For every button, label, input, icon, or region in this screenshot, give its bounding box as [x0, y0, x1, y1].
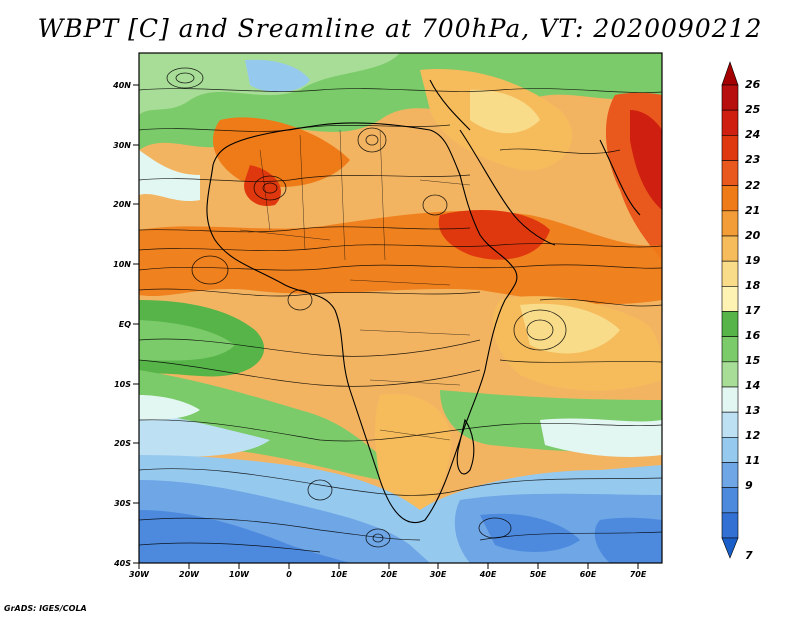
colorbar-label: 18: [745, 279, 761, 292]
colorbar-box: [721, 311, 739, 337]
lat-axis: 40N 30N 20N 10N EQ 10S 20S 30S 40S: [112, 81, 139, 568]
vortices: [166, 67, 567, 548]
colorbar-label: 16: [745, 329, 761, 342]
lat-label-10N: 10N: [113, 260, 131, 269]
lat-label-30S: 30S: [114, 499, 131, 508]
colorbar-box: [721, 185, 739, 212]
lon-label-20E: 20E: [381, 570, 398, 579]
lon-axis: 30W 20W 10W 0 10E 20E 30E 40E 50E 60E 70…: [129, 563, 647, 579]
colorbar-label: 7: [745, 549, 753, 562]
chart-title: WBPT [C] and Sreamline at 700hPa, VT: 20…: [37, 14, 763, 43]
colorbar-box: [721, 160, 739, 186]
lat-label-20N: 20N: [113, 200, 131, 209]
wbpt-field: [139, 53, 662, 563]
country-borders: [239, 129, 471, 441]
colorbar-label: 17: [745, 304, 761, 317]
coastlines: [206, 79, 641, 523]
colorbar-label: 24: [745, 128, 760, 141]
lat-label-30N: 30N: [113, 141, 131, 150]
colorbar-boxes: [721, 84, 739, 539]
colorbar-bottom-arrow: [721, 537, 739, 559]
colorbar-box: [721, 286, 739, 312]
lon-label-20W: 20W: [179, 570, 200, 579]
colorbar-label: 14: [745, 379, 760, 392]
colorbar-label: 25: [745, 103, 761, 116]
colorbar-box: [721, 336, 739, 363]
lon-label-10E: 10E: [331, 570, 348, 579]
colorbar-label: 15: [745, 354, 761, 367]
colorbar-label: 22: [745, 179, 761, 192]
colorbar-box: [721, 109, 739, 136]
lon-label-40E: 40E: [479, 570, 497, 579]
colorbar-box: [721, 235, 739, 262]
lon-label-30W: 30W: [129, 570, 150, 579]
lon-label-70E: 70E: [630, 570, 647, 579]
lat-label-40N: 40N: [112, 81, 131, 90]
colorbar-box: [721, 437, 739, 463]
colorbar-label: 21: [745, 204, 760, 217]
colorbar-box: [721, 210, 739, 237]
colorbar-label: 12: [745, 429, 761, 442]
colorbar-box: [721, 135, 739, 161]
colorbar-label: 23: [745, 153, 761, 166]
lat-label-EQ: EQ: [119, 320, 131, 329]
lat-label-20S: 20S: [114, 439, 131, 448]
colorbar-box: [721, 260, 739, 287]
grads-credit: GrADS: IGES/COLA: [4, 604, 87, 613]
colorbar-label: 13: [745, 404, 761, 417]
colorbar-top-arrow: [721, 61, 739, 86]
colorbar-labels: 26 25 24 23 22 21 20 19 18 17 16 15 14 1…: [745, 78, 761, 562]
lon-label-0: 0: [286, 570, 292, 579]
colorbar-box: [721, 386, 739, 413]
lon-label-60E: 60E: [580, 570, 597, 579]
lat-label-40S: 40S: [113, 559, 131, 568]
lon-label-30E: 30E: [430, 570, 447, 579]
colorbar: 26 25 24 23 22 21 20 19 18 17 16 15 14 1…: [721, 61, 761, 562]
colorbar-label: 26: [745, 78, 761, 91]
map-frame: [138, 52, 663, 564]
lon-label-10W: 10W: [229, 570, 250, 579]
colorbar-box: [721, 512, 739, 539]
lon-label-50E: 50E: [530, 570, 547, 579]
colorbar-label: 19: [745, 254, 761, 267]
colorbar-box: [721, 462, 739, 488]
colorbar-box: [721, 411, 739, 438]
colorbar-box: [721, 361, 739, 388]
colorbar-label: 20: [745, 229, 761, 242]
colorbar-box: [721, 487, 739, 514]
colorbar-label: 11: [745, 454, 760, 467]
lat-label-10S: 10S: [114, 380, 131, 389]
colorbar-label: 9: [745, 479, 753, 492]
colorbar-box: [721, 84, 739, 111]
streamlines: [139, 88, 662, 553]
